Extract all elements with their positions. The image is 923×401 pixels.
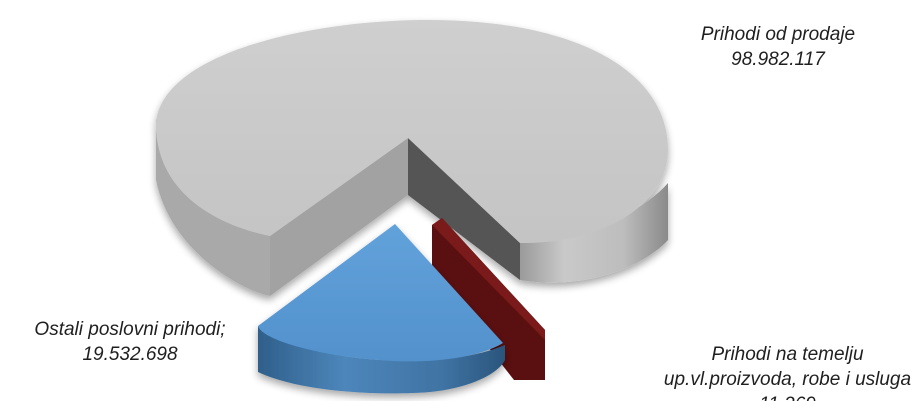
slice-sales-rim <box>520 183 668 283</box>
label-own-value: 11.269 <box>652 392 923 401</box>
slice-sales-side <box>156 118 270 296</box>
label-prihodi-od-prodaje: Prihodi od prodaje 98.982.117 <box>668 22 888 72</box>
label-own-name-2: up.vl.proizvoda, robe i usluga <box>663 369 912 390</box>
label-sales-name: Prihodi od prodaje <box>700 24 856 45</box>
slice-sales-cut-right <box>408 138 520 280</box>
label-other-value: 19.532.698 <box>82 344 178 365</box>
slice-other-top <box>258 224 503 362</box>
label-sales-value: 98.982.117 <box>731 49 825 70</box>
slice-sales-top <box>155 19 669 244</box>
label-other-name: Ostali poslovni prihodi; <box>34 319 226 340</box>
slice-other-side <box>258 326 505 394</box>
label-own-name: Prihodi na temelju <box>711 344 864 365</box>
slice-own-edge <box>432 218 545 340</box>
slice-sales-cut-left <box>270 138 408 296</box>
slice-prihodi-od-prodaje <box>155 19 669 296</box>
slice-prihodi-na-temelju <box>432 218 545 380</box>
slice-own-face <box>432 218 545 380</box>
slice-ostali-poslovni-prihodi <box>258 224 505 394</box>
label-prihodi-na-temelju: Prihodi na temelju up.vl.proizvoda, robe… <box>652 342 923 401</box>
label-ostali-poslovni-prihodi: Ostali poslovni prihodi; 19.532.698 <box>0 317 260 367</box>
